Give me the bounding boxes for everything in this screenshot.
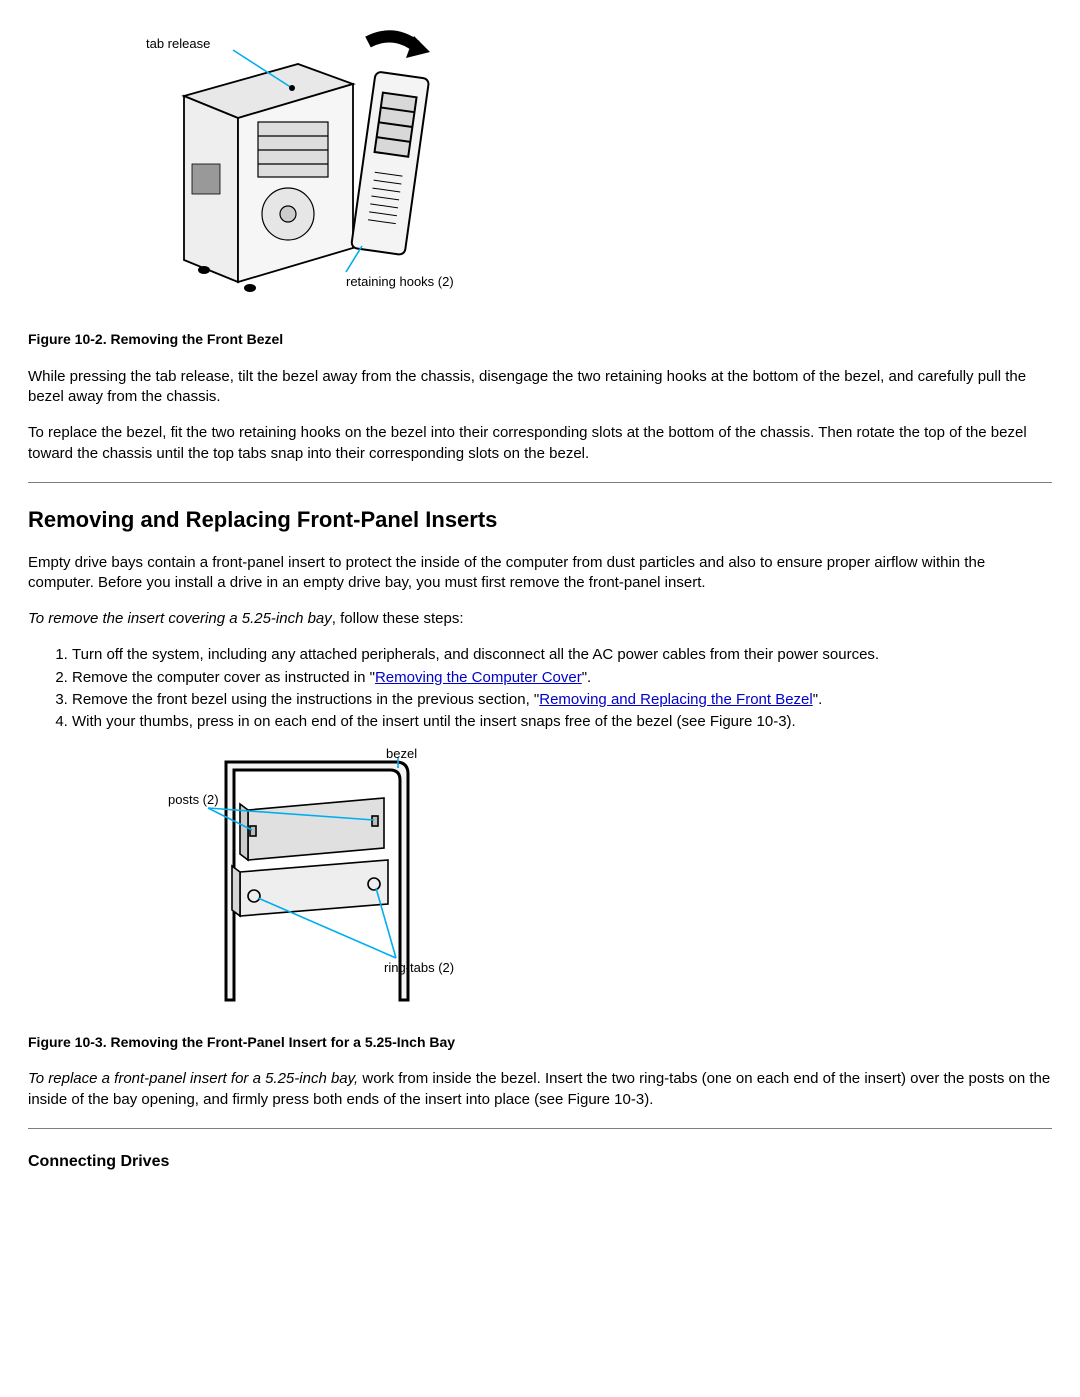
list-item: With your thumbs, press in on each end o… (72, 712, 1052, 732)
vent-icon (192, 164, 220, 194)
paragraph: To replace the bezel, fit the two retain… (28, 423, 1052, 464)
front-bezel (351, 71, 429, 255)
subsection-heading: Connecting Drives (28, 1151, 1052, 1173)
section-heading: Removing and Replacing Front-Panel Inser… (28, 505, 1052, 535)
label-ring-tabs: ring-tabs (2) (384, 960, 454, 975)
list-item: Remove the computer cover as instructed … (72, 668, 1052, 688)
divider (28, 482, 1052, 483)
rotation-arrow-icon (368, 36, 430, 58)
diagram-bezel-removal: tab release retaining hooks (2) (138, 24, 478, 314)
list-item: Remove the front bezel using the instruc… (72, 690, 1052, 710)
figure-10-2-caption: Figure 10-2. Removing the Front Bezel (28, 330, 1052, 349)
front-panel-insert (232, 860, 388, 916)
label-posts: posts (2) (168, 792, 219, 807)
figure-10-3-caption: Figure 10-3. Removing the Front-Panel In… (28, 1033, 1052, 1052)
paragraph: Empty drive bays contain a front-panel i… (28, 553, 1052, 594)
paragraph: To remove the insert covering a 5.25-inc… (28, 609, 1052, 629)
figure-10-2: tab release retaining hooks (2) (138, 24, 1052, 314)
step-list: Turn off the system, including any attac… (28, 645, 1052, 732)
label-tab-release: tab release (146, 36, 210, 51)
paragraph: While pressing the tab release, tilt the… (28, 367, 1052, 408)
italic-lead: To replace a front-panel insert for a 5.… (28, 1070, 358, 1087)
italic-lead: To remove the insert covering a 5.25-inc… (28, 610, 332, 627)
callout-lines (208, 758, 398, 958)
link-removing-cover[interactable]: Removing the Computer Cover (375, 669, 582, 686)
label-bezel: bezel (386, 748, 417, 761)
label-retaining-hooks: retaining hooks (2) (346, 274, 454, 289)
link-removing-bezel[interactable]: Removing and Replacing the Front Bezel (539, 691, 813, 708)
divider (28, 1128, 1052, 1129)
figure-10-3: bezel posts (2) ring-tabs (2) (168, 748, 1052, 1014)
diagram-panel-insert: bezel posts (2) ring-tabs (2) (168, 748, 498, 1008)
paragraph: To replace a front-panel insert for a 5.… (28, 1069, 1052, 1110)
bay-opening (240, 798, 384, 860)
list-item: Turn off the system, including any attac… (72, 645, 1052, 665)
